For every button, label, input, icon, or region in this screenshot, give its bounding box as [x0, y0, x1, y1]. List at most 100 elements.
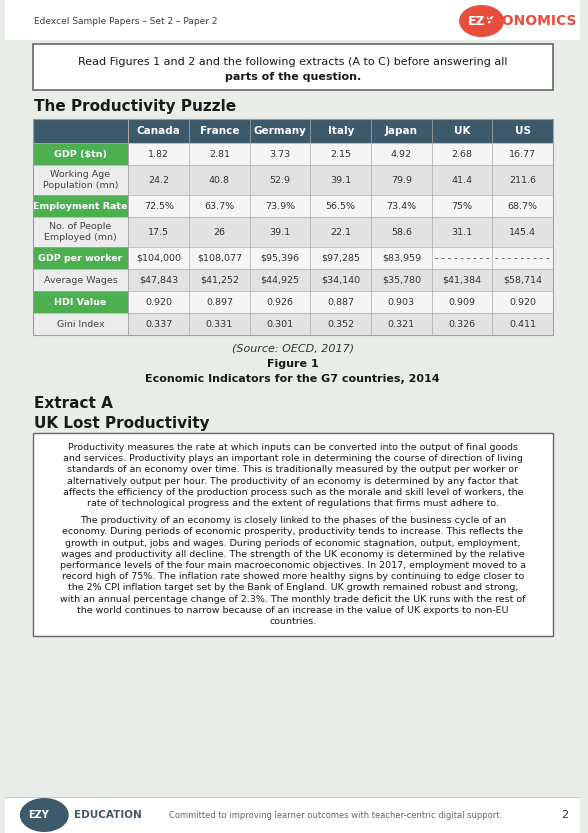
FancyBboxPatch shape: [128, 313, 189, 335]
Text: 40.8: 40.8: [209, 176, 230, 184]
Text: with an annual percentage change of 2.3%. The monthly trade deficit the UK runs : with an annual percentage change of 2.3%…: [60, 595, 526, 604]
FancyBboxPatch shape: [492, 291, 553, 313]
FancyBboxPatch shape: [32, 119, 553, 143]
Text: The Productivity Puzzle: The Productivity Puzzle: [35, 98, 236, 113]
Text: economy. During periods of economic prosperity, productivity tends to increase. : economy. During periods of economic pros…: [62, 527, 523, 536]
FancyBboxPatch shape: [371, 165, 432, 195]
Text: $104,000: $104,000: [136, 253, 181, 262]
FancyBboxPatch shape: [432, 247, 492, 269]
FancyBboxPatch shape: [371, 291, 432, 313]
Text: 26: 26: [213, 227, 225, 237]
Text: 0.411: 0.411: [509, 320, 536, 328]
FancyBboxPatch shape: [5, 797, 580, 833]
Text: and services. Productivity plays an important role in determining the course of : and services. Productivity plays an impo…: [63, 454, 523, 463]
Text: Average Wages: Average Wages: [44, 276, 118, 285]
FancyBboxPatch shape: [371, 195, 432, 217]
Text: $97,285: $97,285: [321, 253, 360, 262]
Text: parts of the question.: parts of the question.: [225, 72, 361, 82]
FancyBboxPatch shape: [128, 217, 189, 247]
FancyBboxPatch shape: [250, 165, 310, 195]
FancyBboxPatch shape: [310, 313, 371, 335]
Text: record high of 75%. The inflation rate showed more healthy signs by continuing t: record high of 75%. The inflation rate s…: [62, 572, 524, 581]
Text: 56.5%: 56.5%: [326, 202, 356, 211]
FancyBboxPatch shape: [5, 0, 580, 40]
FancyBboxPatch shape: [128, 195, 189, 217]
Text: Extract A: Extract A: [35, 396, 113, 411]
Text: 0.897: 0.897: [206, 297, 233, 307]
Text: 31.1: 31.1: [452, 227, 473, 237]
Text: 39.1: 39.1: [330, 176, 351, 184]
FancyBboxPatch shape: [128, 291, 189, 313]
Text: 0.301: 0.301: [266, 320, 293, 328]
Text: 0.326: 0.326: [449, 320, 476, 328]
Text: 41.4: 41.4: [452, 176, 473, 184]
Text: EZY: EZY: [28, 810, 49, 820]
FancyBboxPatch shape: [250, 269, 310, 291]
FancyBboxPatch shape: [492, 143, 553, 165]
Text: 16.77: 16.77: [509, 149, 536, 158]
Text: Edexcel Sample Papers – Set 2 – Paper 2: Edexcel Sample Papers – Set 2 – Paper 2: [35, 17, 218, 26]
FancyBboxPatch shape: [5, 0, 580, 833]
Text: 0.903: 0.903: [388, 297, 415, 307]
Text: $108,077: $108,077: [197, 253, 242, 262]
FancyBboxPatch shape: [32, 433, 553, 636]
Text: (Source: OECD, 2017): (Source: OECD, 2017): [232, 343, 354, 353]
FancyBboxPatch shape: [250, 143, 310, 165]
FancyBboxPatch shape: [32, 165, 128, 195]
Text: 211.6: 211.6: [509, 176, 536, 184]
Text: GDP per worker: GDP per worker: [38, 253, 123, 262]
Text: growth in output, jobs and wages. During periods of economic stagnation, output,: growth in output, jobs and wages. During…: [65, 539, 520, 547]
FancyBboxPatch shape: [432, 313, 492, 335]
Text: 75%: 75%: [452, 202, 473, 211]
Text: 72.5%: 72.5%: [143, 202, 173, 211]
Text: 52.9: 52.9: [269, 176, 290, 184]
Text: $44,925: $44,925: [260, 276, 299, 285]
Text: 0.352: 0.352: [327, 320, 354, 328]
Text: standards of an economy over time. This is traditionally measured by the output : standards of an economy over time. This …: [67, 466, 518, 475]
FancyBboxPatch shape: [310, 291, 371, 313]
FancyBboxPatch shape: [32, 44, 553, 90]
Text: affects the efficiency of the production process such as the morale and skill le: affects the efficiency of the production…: [62, 488, 523, 496]
Text: 145.4: 145.4: [509, 227, 536, 237]
FancyBboxPatch shape: [189, 313, 250, 335]
Text: rate of technological progress and the extent of regulations that firms must adh: rate of technological progress and the e…: [87, 499, 499, 508]
FancyBboxPatch shape: [250, 195, 310, 217]
Text: 0.337: 0.337: [145, 320, 172, 328]
Text: US: US: [514, 126, 530, 136]
Text: Working Age
Population (mn): Working Age Population (mn): [43, 170, 118, 190]
Text: $47,843: $47,843: [139, 276, 178, 285]
FancyBboxPatch shape: [371, 217, 432, 247]
Text: Productivity measures the rate at which inputs can be converted into the output : Productivity measures the rate at which …: [68, 443, 518, 452]
Text: 22.1: 22.1: [330, 227, 351, 237]
FancyBboxPatch shape: [32, 269, 128, 291]
Text: wages and productivity all decline. The strength of the UK economy is determined: wages and productivity all decline. The …: [61, 550, 524, 559]
Text: $83,959: $83,959: [382, 253, 421, 262]
Text: Gini Index: Gini Index: [56, 320, 104, 328]
FancyBboxPatch shape: [250, 247, 310, 269]
Text: the world continues to narrow because of an increase in the value of UK exports : the world continues to narrow because of…: [77, 606, 509, 615]
Text: 63.7%: 63.7%: [204, 202, 235, 211]
FancyBboxPatch shape: [32, 247, 128, 269]
Text: France: France: [200, 126, 239, 136]
Text: 39.1: 39.1: [269, 227, 290, 237]
FancyBboxPatch shape: [128, 143, 189, 165]
FancyBboxPatch shape: [189, 165, 250, 195]
FancyBboxPatch shape: [371, 247, 432, 269]
FancyBboxPatch shape: [32, 217, 128, 247]
FancyBboxPatch shape: [32, 119, 128, 143]
FancyBboxPatch shape: [128, 269, 189, 291]
Text: 73.4%: 73.4%: [386, 202, 416, 211]
FancyBboxPatch shape: [128, 247, 189, 269]
Text: the 2% CPI inflation target set by the Bank of England. UK growth remained robus: the 2% CPI inflation target set by the B…: [68, 583, 518, 592]
Text: 2.15: 2.15: [330, 149, 351, 158]
FancyBboxPatch shape: [492, 195, 553, 217]
FancyBboxPatch shape: [371, 143, 432, 165]
FancyBboxPatch shape: [310, 143, 371, 165]
Text: - - - - - - - - -: - - - - - - - - -: [435, 253, 489, 262]
Text: Italy: Italy: [328, 126, 354, 136]
Text: alternatively output per hour. The productivity of an economy is determined by a: alternatively output per hour. The produ…: [67, 476, 519, 486]
Text: 17.5: 17.5: [148, 227, 169, 237]
Text: 2: 2: [561, 810, 568, 820]
FancyBboxPatch shape: [492, 165, 553, 195]
Text: 0.926: 0.926: [266, 297, 293, 307]
